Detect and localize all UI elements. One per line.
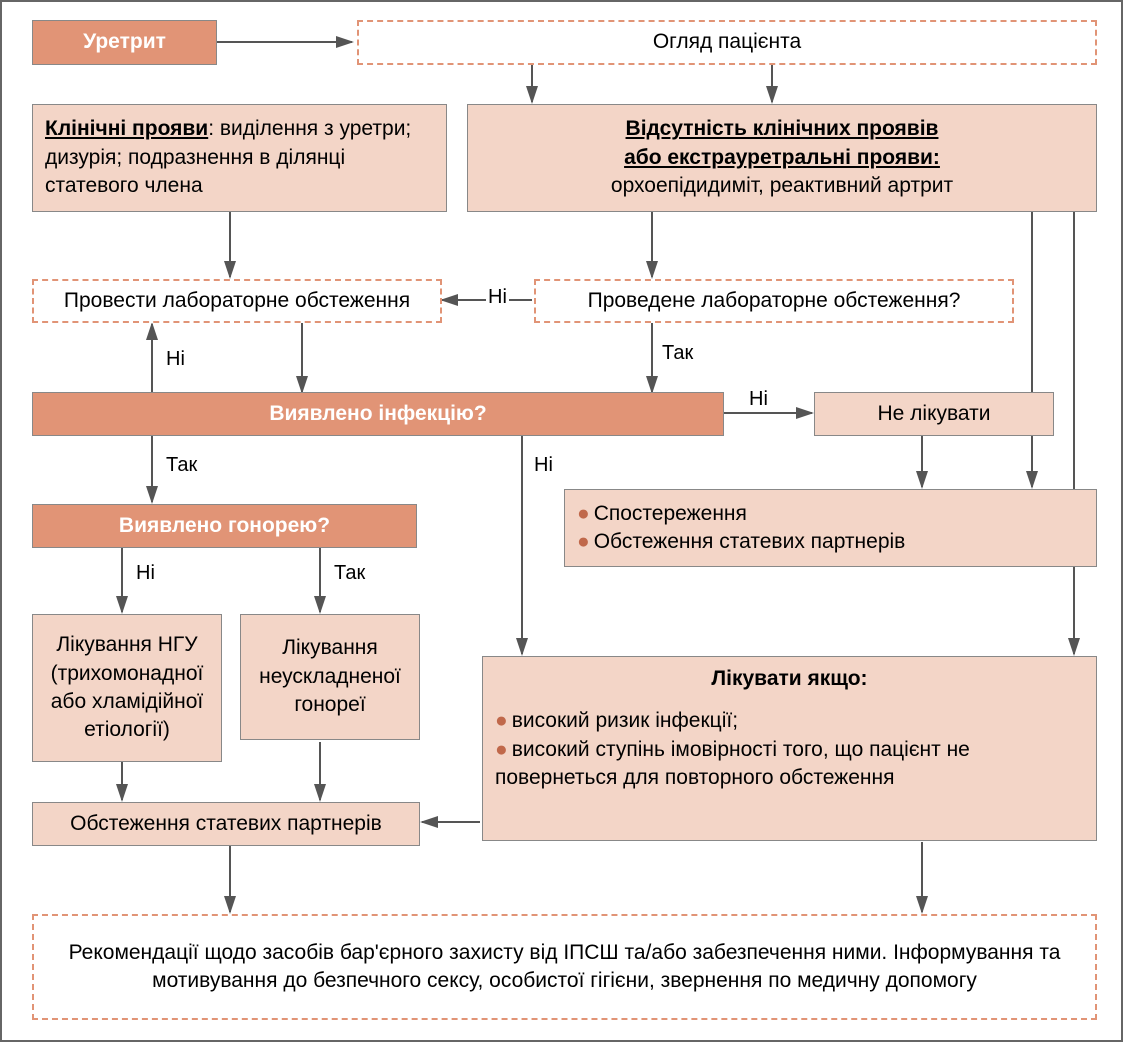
node-treat-gonorrhea: Лікування неускладненої гонореї — [240, 614, 420, 740]
node-absence-signs: Відсутність клінічних проявів або екстра… — [467, 104, 1097, 212]
label-yes-2: Так — [164, 454, 199, 477]
content: Клінічні прояви: виділення з уретри; диз… — [45, 115, 434, 200]
label-no-5: Ні — [134, 562, 157, 585]
text: Провести лабораторне обстеження — [64, 287, 410, 315]
label-no-2: Ні — [164, 348, 187, 371]
node-gonorrhea-question: Виявлено гонорею? — [32, 504, 417, 548]
text: Виявлено інфекцію? — [269, 400, 486, 428]
bullets: ●високий ризик інфекції; ●високий ступін… — [495, 707, 1084, 792]
text: Уретрит — [83, 28, 166, 56]
text: Виявлено гонорею? — [119, 512, 330, 540]
lead: Клінічні прояви — [45, 117, 208, 140]
title: Лікувати якщо: — [495, 665, 1084, 693]
node-patient-exam: Огляд пацієнта — [357, 20, 1097, 65]
text: Огляд пацієнта — [653, 28, 801, 56]
text: Рекомендації щодо засобів бар'єрного зах… — [46, 939, 1083, 996]
node-observation: ●Спостереження ●Обстеження статевих парт… — [564, 489, 1097, 567]
label-no-3: Ні — [747, 388, 770, 411]
content: ●Спостереження ●Обстеження статевих парт… — [577, 500, 905, 557]
label-yes-3: Так — [332, 562, 367, 585]
node-conduct-lab: Провести лабораторне обстеження — [32, 279, 442, 323]
node-lab-done-question: Проведене лабораторне обстеження? — [534, 279, 1014, 323]
node-no-treatment: Не лікувати — [814, 392, 1054, 436]
lead2: або екстрауретральні прояви: — [611, 144, 953, 172]
text: Обстеження статевих партнерів — [70, 810, 382, 838]
node-urethritis: Уретрит — [32, 20, 217, 65]
node-treat-if: Лікувати якщо: ●високий ризик інфекції; … — [482, 656, 1097, 841]
text: Лікування неускладненої гонореї — [253, 634, 407, 719]
node-clinical-signs: Клінічні прояви: виділення з уретри; диз… — [32, 104, 447, 212]
b2: високий ступінь імовірності того, що пац… — [495, 738, 970, 789]
node-final-recommendations: Рекомендації щодо засобів бар'єрного зах… — [32, 914, 1097, 1020]
text: Лікування НГУ (трихомонадної або хламіді… — [45, 631, 209, 744]
content: Відсутність клінічних проявів або екстра… — [611, 115, 953, 200]
lead1: Відсутність клінічних проявів — [611, 115, 953, 143]
text: Не лікувати — [877, 400, 990, 428]
b1: Спостереження — [594, 502, 747, 525]
node-partners-exam: Обстеження статевих партнерів — [32, 802, 420, 846]
b1: високий ризик інфекції; — [512, 709, 738, 732]
text: Проведене лабораторне обстеження? — [588, 287, 961, 315]
node-infection-question: Виявлено інфекцію? — [32, 392, 724, 436]
label-no-1: Ні — [486, 286, 509, 309]
label-no-4: Ні — [532, 454, 555, 477]
node-treat-ngu: Лікування НГУ (трихомонадної або хламіді… — [32, 614, 222, 762]
b2: Обстеження статевих партнерів — [594, 530, 906, 553]
rest: орхоепідидиміт, реактивний артрит — [611, 172, 953, 200]
label-yes-1: Так — [660, 342, 695, 365]
